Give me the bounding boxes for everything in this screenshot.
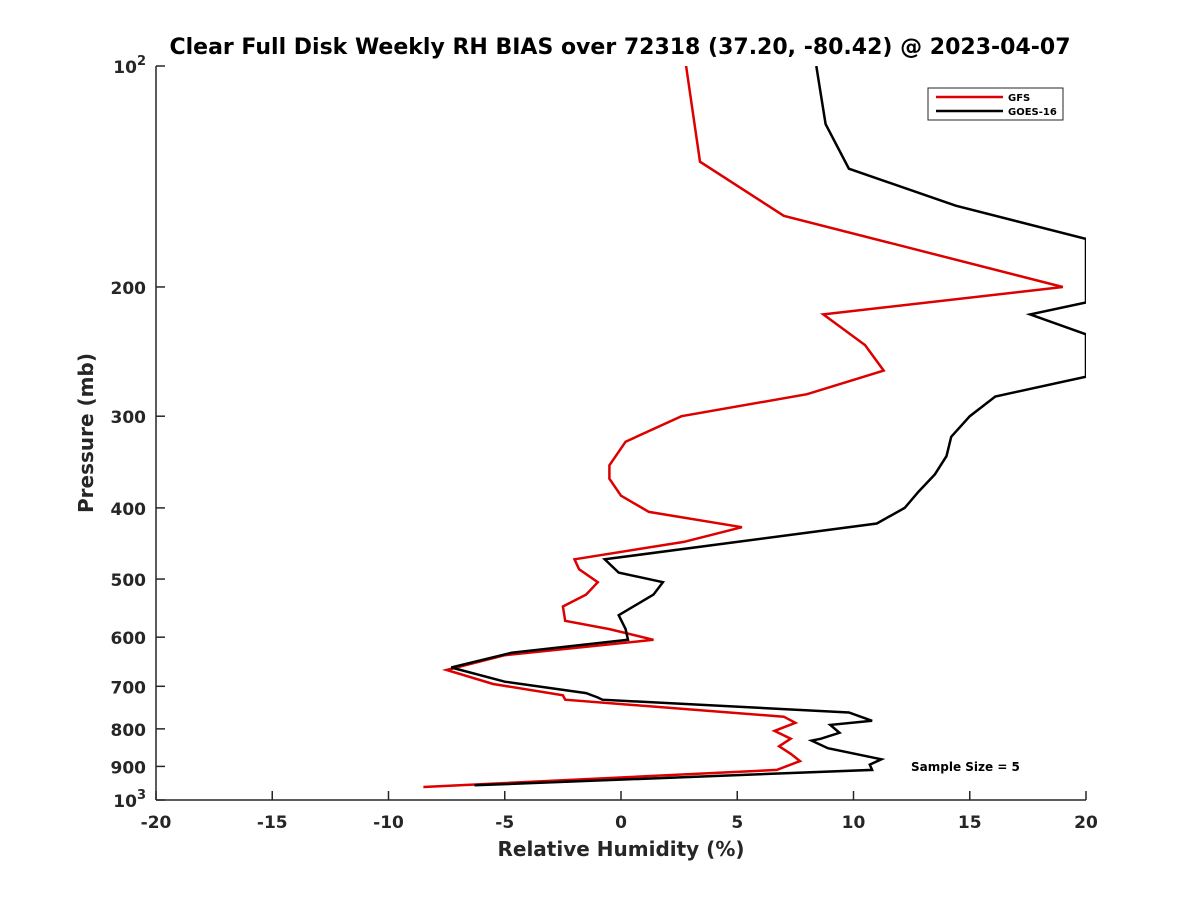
x-tick-label: -10	[373, 813, 404, 833]
y-tick-label: 102	[113, 54, 146, 78]
x-axis-ticks: -20 -15 -10 -5 0 5 10 15 20	[141, 791, 1098, 833]
x-tick-label: 15	[958, 813, 982, 833]
x-tick-label: 5	[731, 813, 743, 833]
chart-title: Clear Full Disk Weekly RH BIAS over 7231…	[169, 35, 1070, 60]
sample-size-annotation: Sample Size = 5	[911, 760, 1020, 774]
legend-box	[927, 87, 1064, 121]
y-tick-label: 400	[111, 500, 147, 520]
y-tick-label: 800	[111, 721, 147, 741]
y-axis-label: Pressure (mb)	[74, 353, 98, 513]
x-tick-label: -15	[257, 813, 288, 833]
y-tick-label: 700	[111, 678, 147, 698]
axes	[155, 66, 1086, 801]
legend-label-gfs: GFS	[1008, 93, 1030, 104]
x-tick-label: 0	[615, 813, 627, 833]
y-tick-label: 900	[111, 758, 147, 778]
legend: GFS GOES-16	[927, 87, 1064, 121]
y-tick-label: 500	[111, 571, 147, 591]
y-tick-label: 300	[111, 408, 147, 428]
series-line-goes16	[450, 66, 1086, 787]
x-tick-label: 10	[842, 813, 866, 833]
y-axis-ticks: 102 200 300 400 500 600 700 800 900 103	[111, 54, 165, 812]
y-tick-label: 103	[113, 788, 146, 812]
series-line-gfs	[423, 66, 1064, 789]
y-tick-label: 600	[111, 629, 147, 649]
x-tick-label: -5	[495, 813, 514, 833]
x-tick-label: 20	[1074, 813, 1098, 833]
x-axis-label: Relative Humidity (%)	[497, 837, 744, 861]
x-tick-label: -20	[141, 813, 172, 833]
plot-area	[423, 66, 1086, 789]
legend-label-goes16: GOES-16	[1008, 107, 1057, 118]
y-tick-label: 200	[111, 279, 147, 299]
